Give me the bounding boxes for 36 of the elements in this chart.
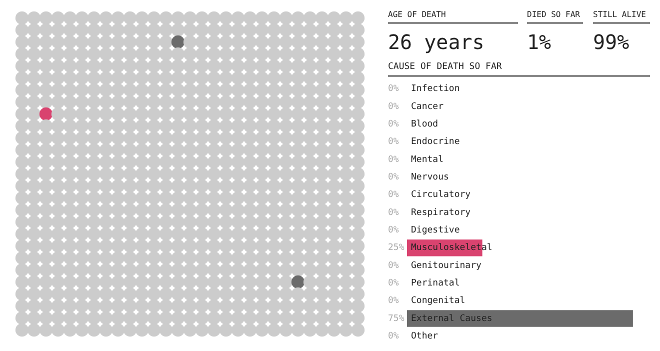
data-label: 0% <box>388 102 400 112</box>
data-label: 0% <box>388 332 400 342</box>
y-tick-label: Cancer <box>411 102 444 112</box>
text: 26 years <box>388 30 484 54</box>
y-tick-label: Other <box>411 332 439 342</box>
data-label: 0% <box>388 296 400 306</box>
y-tick-label: Blood <box>411 120 438 130</box>
chart-title: CAUSE OF DEATH SO FAR <box>388 62 650 77</box>
y-tick-label: Endocrine <box>411 137 460 148</box>
data-label: 0% <box>388 154 400 165</box>
data-label: 0% <box>388 190 400 200</box>
text: DIED SO FAR <box>527 10 583 24</box>
data-label: 0% <box>388 208 400 218</box>
y-tick-label: Infection <box>411 84 460 94</box>
y-tick-label: Genitourinary <box>411 260 482 271</box>
data-label: 0% <box>388 84 400 94</box>
y-tick-label: Circulatory <box>411 190 472 200</box>
y-tick-label: Mental <box>411 154 444 165</box>
y-tick-label: Congenital <box>411 296 466 306</box>
y-tick-label: External Causes <box>411 314 492 324</box>
data-label: 0% <box>388 260 400 271</box>
data-label: 25% <box>388 243 405 254</box>
text: 99% <box>593 30 630 54</box>
data-label: 0% <box>388 172 400 183</box>
text: STILL ALIVE <box>593 10 650 24</box>
text: AGE OF DEATH <box>388 10 518 24</box>
data-label: 0% <box>388 137 400 148</box>
y-tick-label: Perinatal <box>411 278 460 289</box>
y-tick-label: Digestive <box>411 226 460 236</box>
y-tick-label: Nervous <box>411 172 449 183</box>
data-label: 75% <box>388 314 405 324</box>
data-label: 0% <box>388 226 400 236</box>
text: 1% <box>527 30 552 54</box>
y-tick-label: Respiratory <box>411 208 472 218</box>
data-label: 0% <box>388 120 400 130</box>
data-label: 0% <box>388 278 400 289</box>
